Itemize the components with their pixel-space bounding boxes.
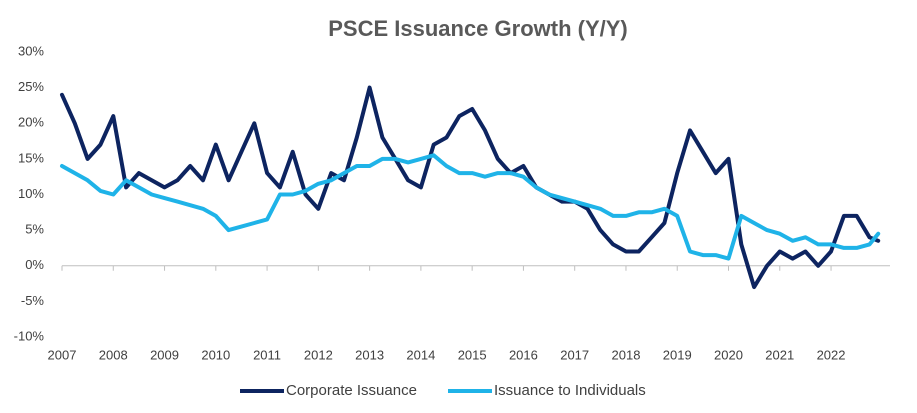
y-tick-label: -10% (14, 328, 45, 343)
x-tick-label: 2019 (663, 347, 692, 362)
x-tick-label: 2012 (304, 347, 333, 362)
y-tick-label: 15% (18, 150, 44, 165)
series-line (60, 85, 881, 290)
x-tick-label: 2008 (99, 347, 128, 362)
x-tick-label: 2018 (612, 347, 641, 362)
x-tick-label: 2010 (201, 347, 230, 362)
y-tick-label: 20% (18, 115, 44, 130)
y-tick-label: 25% (18, 79, 44, 94)
x-tick-label: 2011 (253, 347, 281, 362)
x-tick-label: 2015 (458, 347, 487, 362)
x-tick-label: 2013 (355, 347, 384, 362)
x-tick-label: 2022 (817, 347, 846, 362)
legend-label: Corporate Issuance (286, 382, 417, 399)
y-tick-label: -5% (21, 293, 45, 308)
x-tick-label: 2020 (714, 347, 743, 362)
series-line (60, 153, 881, 261)
x-tick-label: 2014 (406, 347, 435, 362)
chart-title: PSCE Issuance Growth (Y/Y) (328, 16, 628, 41)
y-tick-label: 5% (25, 222, 44, 237)
x-tick-label: 2016 (509, 347, 538, 362)
legend-label: Issuance to Individuals (494, 382, 646, 399)
x-tick-label: 2009 (150, 347, 179, 362)
x-tick-label: 2021 (765, 347, 794, 362)
y-tick-label: 10% (18, 186, 44, 201)
x-tick-label: 2007 (48, 347, 77, 362)
x-tick-label: 2017 (560, 347, 589, 362)
y-tick-label: 0% (25, 257, 44, 272)
y-tick-label: 30% (18, 43, 44, 58)
